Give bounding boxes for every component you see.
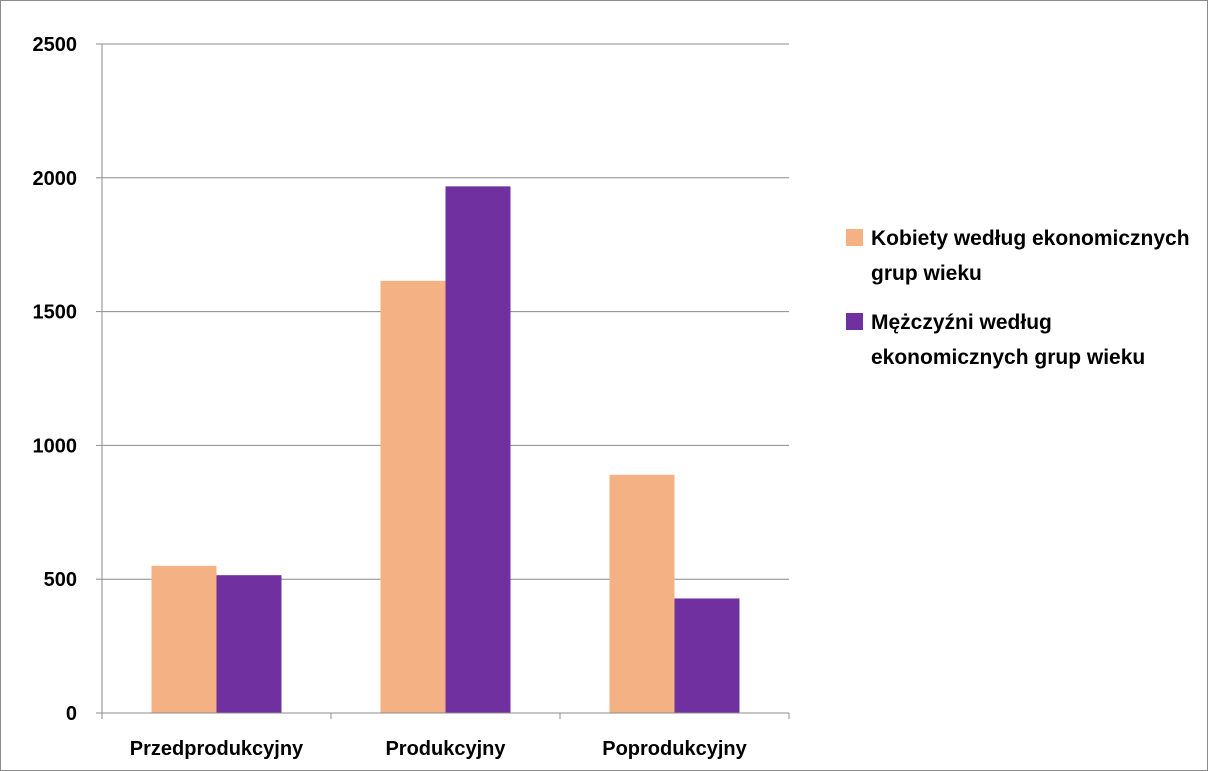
x-category-label-produkcyjny: Produkcyjny (385, 738, 506, 760)
legend: Kobiety według ekonomicznych grup wieku … (846, 221, 1206, 389)
x-category-label-przedprodukcyjny: Przedprodukcyjny (130, 738, 304, 760)
y-tick-label-500: 500 (44, 569, 77, 591)
y-tick-label-0: 0 (66, 703, 77, 725)
bars (152, 186, 740, 713)
legend-item-women: Kobiety według ekonomicznych grup wieku (846, 221, 1206, 291)
bar-women-poprodukcyjny (610, 475, 675, 713)
x-category-label-poprodukcyjny: Poprodukcyjny (602, 738, 747, 760)
x-category-labels: Przedprodukcyjny Produkcyjny Poprodukcyjny (130, 738, 748, 760)
y-tick-label-2500: 2500 (33, 34, 78, 56)
y-tick-labels: 0 500 1000 1500 2000 2500 (33, 34, 78, 725)
bar-men-przedprodukcyjny (217, 575, 282, 713)
legend-swatch-men (846, 313, 863, 330)
bar-men-produkcyjny (446, 186, 511, 713)
y-tick-label-1000: 1000 (33, 435, 78, 457)
bar-women-produkcyjny (381, 281, 446, 713)
legend-swatch-women (846, 229, 863, 246)
bar-women-przedprodukcyjny (152, 566, 217, 713)
y-tick-label-1500: 1500 (33, 302, 78, 324)
y-tick-label-2000: 2000 (33, 168, 78, 190)
bar-men-poprodukcyjny (675, 598, 740, 713)
legend-item-men: Mężczyźni według ekonomicznych grup wiek… (846, 305, 1206, 375)
legend-label-men: Mężczyźni według ekonomicznych grup wiek… (871, 305, 1206, 375)
legend-label-women: Kobiety według ekonomicznych grup wieku (871, 221, 1206, 291)
